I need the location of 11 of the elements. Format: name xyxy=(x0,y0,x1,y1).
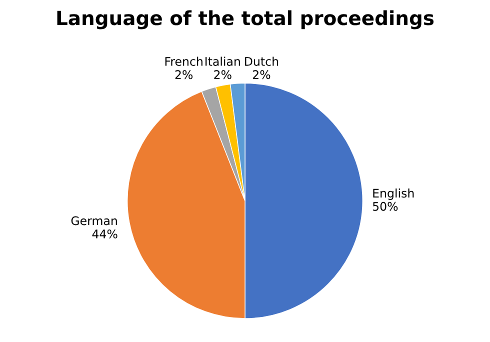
slice-label: French xyxy=(165,56,202,66)
slice-label: Italian xyxy=(205,56,240,66)
data-label: 2% xyxy=(175,70,193,80)
data-label: 44% xyxy=(92,229,118,238)
data-label: 50% xyxy=(372,202,398,211)
slice-label: Dutch xyxy=(245,56,278,66)
data-label: 2% xyxy=(252,70,270,80)
data-label: 2% xyxy=(214,70,232,80)
slice-label: German xyxy=(71,216,117,226)
slice-label: English xyxy=(373,188,414,200)
chart-title: Language of the total proceedings xyxy=(57,10,434,30)
